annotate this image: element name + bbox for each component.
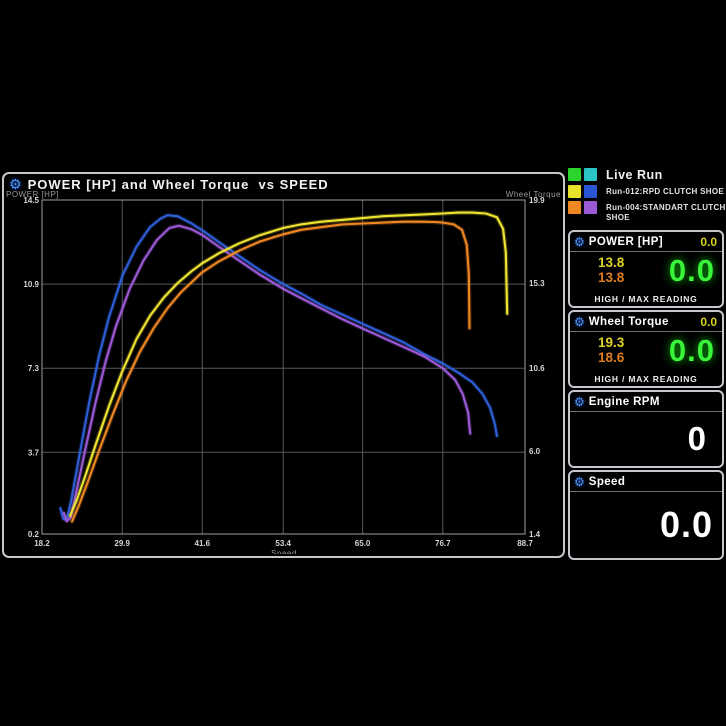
legend-label: Run-004:STANDART CLUTCH SHOE [606, 203, 726, 222]
torque-panel-title: Wheel Torque [588, 315, 669, 328]
legend-item-run012[interactable]: Run-012:RPD CLUTCH SHOE [568, 185, 726, 198]
power-current-value: 0.0 [668, 253, 715, 288]
torque-settings-gear-icon[interactable]: ⚙ [574, 314, 585, 329]
rpm-settings-gear-icon[interactable]: ⚙ [574, 394, 585, 409]
legend-label: Run-012:RPD CLUTCH SHOE [606, 187, 725, 196]
speed-panel-body: 0.0 [570, 492, 722, 557]
svg-text:15.3: 15.3 [529, 279, 545, 288]
legend-item-run004[interactable]: Run-004:STANDART CLUTCH SHOE [568, 201, 726, 222]
legend-swatch-power [584, 168, 597, 181]
svg-text:Wheel Torque: Wheel Torque [506, 190, 561, 199]
legend-swatch-torque [568, 168, 581, 181]
rpm-panel-body: 0 [570, 412, 722, 465]
svg-text:10.6: 10.6 [529, 364, 545, 373]
power-reading-panel: ⚙ POWER [HP] 0.0 13.8 13.8 0.0 HIGH / MA… [568, 230, 724, 308]
chart-title: POWER [HP] and Wheel Torque vs SPEED [27, 176, 329, 192]
svg-text:76.7: 76.7 [435, 539, 451, 548]
power-high-run004: 13.8 [598, 270, 625, 285]
power-panel-body: 13.8 13.8 0.0 HIGH / MAX READING [570, 252, 722, 305]
legend-swatch-power [584, 185, 597, 198]
svg-text:3.7: 3.7 [28, 448, 40, 457]
power-high-run012: 13.8 [598, 255, 625, 270]
chart-title-bar: ⚙ POWER [HP] and Wheel Torque vs SPEED [9, 176, 329, 192]
legend-swatch-torque [568, 201, 581, 214]
power-panel-footer: HIGH / MAX READING [594, 294, 698, 304]
svg-text:0.2: 0.2 [28, 530, 40, 539]
chart-panel: ⚙ POWER [HP] and Wheel Torque vs SPEED P… [2, 172, 565, 558]
svg-text:41.6: 41.6 [195, 539, 211, 548]
svg-text:6.0: 6.0 [529, 447, 541, 456]
svg-text:7.3: 7.3 [28, 364, 40, 373]
torque-reading-panel: ⚙ Wheel Torque 0.0 19.3 18.6 0.0 HIGH / … [568, 310, 724, 388]
speed-settings-gear-icon[interactable]: ⚙ [574, 474, 585, 489]
speed-panel-header: ⚙ Speed [570, 472, 722, 492]
svg-text:14.5: 14.5 [23, 196, 39, 205]
power-panel-header: ⚙ POWER [HP] 0.0 [570, 232, 722, 252]
torque-high-values: 19.3 18.6 [598, 335, 624, 365]
torque-high-run012: 19.3 [598, 335, 625, 350]
chart-svg: POWER [HP] Wheel Torque Speed 18.2 29.9 41.6 5… [6, 190, 561, 554]
svg-text:18.2: 18.2 [34, 539, 50, 548]
run-legend: Live Run Run-012:RPD CLUTCH SHOE Run-004… [568, 168, 726, 225]
svg-text:Speed: Speed [271, 549, 297, 554]
svg-text:88.7: 88.7 [517, 539, 533, 548]
svg-text:POWER [HP]: POWER [HP] [6, 190, 59, 199]
svg-text:19.9: 19.9 [529, 196, 545, 205]
legend-swatch-torque [568, 185, 581, 198]
speed-reading-panel: ⚙ Speed 0.0 [568, 470, 724, 560]
legend-swatch-power [584, 201, 597, 214]
rpm-panel-header: ⚙ Engine RPM [570, 392, 722, 412]
power-header-value: 0.0 [700, 234, 717, 249]
speed-panel-title: Speed [588, 475, 626, 488]
svg-text:10.9: 10.9 [23, 280, 39, 289]
power-high-values: 13.8 13.8 [598, 255, 624, 285]
torque-current-value: 0.0 [668, 333, 715, 368]
torque-high-run004: 18.6 [598, 350, 625, 365]
legend-label: Live Run [606, 168, 663, 182]
rpm-current-value: 0 [687, 420, 706, 457]
legend-item-live-run[interactable]: Live Run [568, 168, 726, 182]
torque-panel-footer: HIGH / MAX READING [594, 374, 698, 384]
torque-panel-header: ⚙ Wheel Torque 0.0 [570, 312, 722, 332]
torque-header-value: 0.0 [700, 314, 717, 329]
svg-text:1.4: 1.4 [529, 530, 541, 539]
rpm-reading-panel: ⚙ Engine RPM 0 [568, 390, 724, 468]
svg-text:65.0: 65.0 [355, 539, 371, 548]
chart-settings-gear-icon[interactable]: ⚙ [9, 175, 23, 192]
torque-panel-body: 19.3 18.6 0.0 HIGH / MAX READING [570, 332, 722, 385]
speed-current-value: 0.0 [659, 504, 713, 545]
svg-text:29.9: 29.9 [114, 539, 130, 548]
power-panel-title: POWER [HP] [588, 235, 664, 248]
rpm-panel-title: Engine RPM [588, 395, 660, 408]
svg-text:53.4: 53.4 [275, 539, 291, 548]
power-settings-gear-icon[interactable]: ⚙ [574, 234, 585, 249]
